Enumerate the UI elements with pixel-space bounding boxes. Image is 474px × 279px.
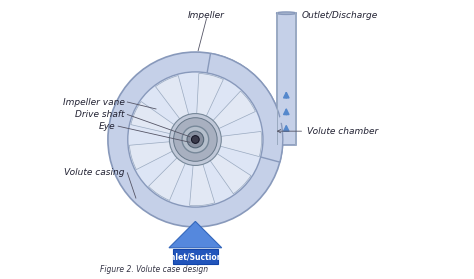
Wedge shape — [218, 131, 262, 157]
Bar — [276, 12, 278, 145]
Wedge shape — [211, 91, 255, 130]
Wedge shape — [129, 141, 175, 170]
Circle shape — [182, 126, 209, 153]
Text: Outlet/Discharge: Outlet/Discharge — [301, 11, 378, 20]
Circle shape — [108, 52, 283, 227]
Wedge shape — [209, 152, 251, 194]
Bar — [173, 249, 218, 264]
Wedge shape — [207, 53, 283, 162]
Wedge shape — [155, 76, 189, 121]
Circle shape — [169, 114, 221, 165]
Wedge shape — [190, 162, 215, 206]
Text: Volute casing: Volute casing — [64, 168, 125, 177]
Ellipse shape — [276, 12, 296, 15]
Text: Drive shaft: Drive shaft — [75, 110, 125, 119]
Polygon shape — [276, 117, 296, 123]
Text: Volute chamber: Volute chamber — [307, 127, 378, 136]
Text: Impeller vane: Impeller vane — [63, 98, 125, 107]
Bar — [276, 13, 296, 145]
Polygon shape — [169, 222, 222, 248]
Text: Eye: Eye — [99, 122, 115, 131]
Circle shape — [191, 136, 199, 143]
Text: Inlet/Suction: Inlet/Suction — [168, 252, 223, 261]
Bar — [295, 12, 296, 145]
Wedge shape — [148, 156, 186, 200]
Text: Figure 2. Volute case design: Figure 2. Volute case design — [100, 266, 208, 275]
Circle shape — [187, 131, 204, 148]
Circle shape — [173, 118, 217, 161]
Wedge shape — [131, 102, 176, 134]
Text: Impeller: Impeller — [188, 11, 225, 20]
Circle shape — [128, 72, 263, 207]
Wedge shape — [197, 73, 223, 119]
